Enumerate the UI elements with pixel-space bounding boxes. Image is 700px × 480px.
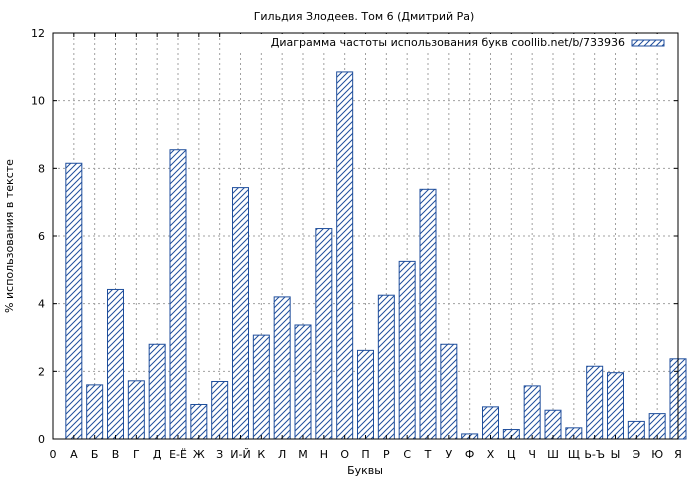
x-tick-label: 0 bbox=[50, 448, 57, 461]
legend-background bbox=[240, 34, 674, 52]
bars bbox=[65, 71, 687, 440]
x-tick-label: Н bbox=[320, 448, 328, 461]
x-tick-label: Д bbox=[153, 448, 162, 461]
x-tick-label: Е-Ё bbox=[169, 448, 187, 461]
x-tick-label: Ю bbox=[651, 448, 663, 461]
x-tick-label: Р bbox=[383, 448, 390, 461]
bar-15 bbox=[357, 349, 374, 440]
bar-27 bbox=[607, 372, 624, 440]
bar-7 bbox=[190, 403, 208, 440]
x-tick-label: Ц bbox=[507, 448, 516, 461]
x-tick-label: Щ bbox=[568, 448, 580, 461]
x-tick-label: У bbox=[445, 448, 452, 461]
bar-3 bbox=[107, 288, 124, 440]
legend-label: Диаграмма частоты использования букв coo… bbox=[271, 36, 625, 49]
bar-6 bbox=[169, 149, 187, 440]
bar-12 bbox=[294, 324, 312, 440]
bar-10 bbox=[252, 334, 270, 440]
bar-13 bbox=[315, 228, 333, 440]
x-tick-label: Т bbox=[424, 448, 432, 461]
x-tick-label: Ы bbox=[611, 448, 621, 461]
x-tick-label: А bbox=[70, 448, 78, 461]
x-tick-label: Я bbox=[674, 448, 682, 461]
bar-16 bbox=[377, 294, 395, 440]
x-tick-label: Б bbox=[91, 448, 99, 461]
chart-title: Гильдия Злодеев. Том 6 (Дмитрий Ра) bbox=[254, 10, 475, 23]
y-tick-label: 10 bbox=[31, 95, 45, 108]
x-tick-label: Л bbox=[278, 448, 286, 461]
x-tick-label: Ч bbox=[528, 448, 536, 461]
y-tick-label: 0 bbox=[38, 433, 45, 446]
x-tick-label: Э bbox=[632, 448, 640, 461]
y-tick-label: 8 bbox=[38, 162, 45, 175]
bar-14 bbox=[336, 71, 354, 440]
bar-26 bbox=[586, 365, 604, 440]
x-tick-label: В bbox=[112, 448, 120, 461]
y-tick-label: 12 bbox=[31, 27, 45, 40]
bar-9 bbox=[232, 187, 249, 440]
x-axis: 0 А Б В Г Д Е-Ё Ж З И-Й К Л М Н О П Р С Т У Ф Х Ц Ч Ш Щ Ь-Ъ Ы Э Ю Я bbox=[50, 33, 682, 461]
x-tick-label: З bbox=[216, 448, 223, 461]
y-tick-label: 4 bbox=[38, 298, 45, 311]
x-tick-label: О bbox=[340, 448, 349, 461]
y-tick-label: 6 bbox=[38, 230, 45, 243]
legend-swatch bbox=[631, 39, 665, 47]
bar-24 bbox=[544, 409, 562, 440]
x-tick-label: Г bbox=[133, 448, 140, 461]
x-tick-label: С bbox=[403, 448, 411, 461]
bar-21 bbox=[482, 406, 499, 440]
x-axis-label: Буквы bbox=[347, 464, 383, 477]
x-tick-label: Х bbox=[487, 448, 495, 461]
x-tick-label: М bbox=[298, 448, 308, 461]
x-tick-label: К bbox=[257, 448, 265, 461]
x-tick-label: Ж bbox=[193, 448, 205, 461]
y-axis: 0 2 4 6 8 10 12 bbox=[31, 27, 678, 446]
bar-8 bbox=[211, 380, 229, 440]
y-axis-label: % использования в тексте bbox=[3, 159, 16, 313]
bar-19 bbox=[440, 343, 458, 440]
x-tick-label: И-Й bbox=[230, 448, 250, 461]
bar-1 bbox=[65, 162, 83, 440]
x-tick-label: П bbox=[361, 448, 369, 461]
bar-18 bbox=[419, 188, 437, 440]
legend: Диаграмма частоты использования букв coo… bbox=[240, 34, 674, 52]
y-tick-label: 2 bbox=[38, 365, 45, 378]
bar-5 bbox=[148, 343, 166, 440]
x-tick-label: Ш bbox=[547, 448, 559, 461]
bar-17 bbox=[398, 260, 416, 440]
bar-23 bbox=[523, 385, 541, 440]
x-tick-label: Ь-Ъ bbox=[584, 448, 605, 461]
x-tick-label: Ф bbox=[465, 448, 474, 461]
bar-11 bbox=[273, 296, 291, 440]
bar-2 bbox=[86, 384, 104, 440]
bar-4 bbox=[127, 380, 145, 440]
